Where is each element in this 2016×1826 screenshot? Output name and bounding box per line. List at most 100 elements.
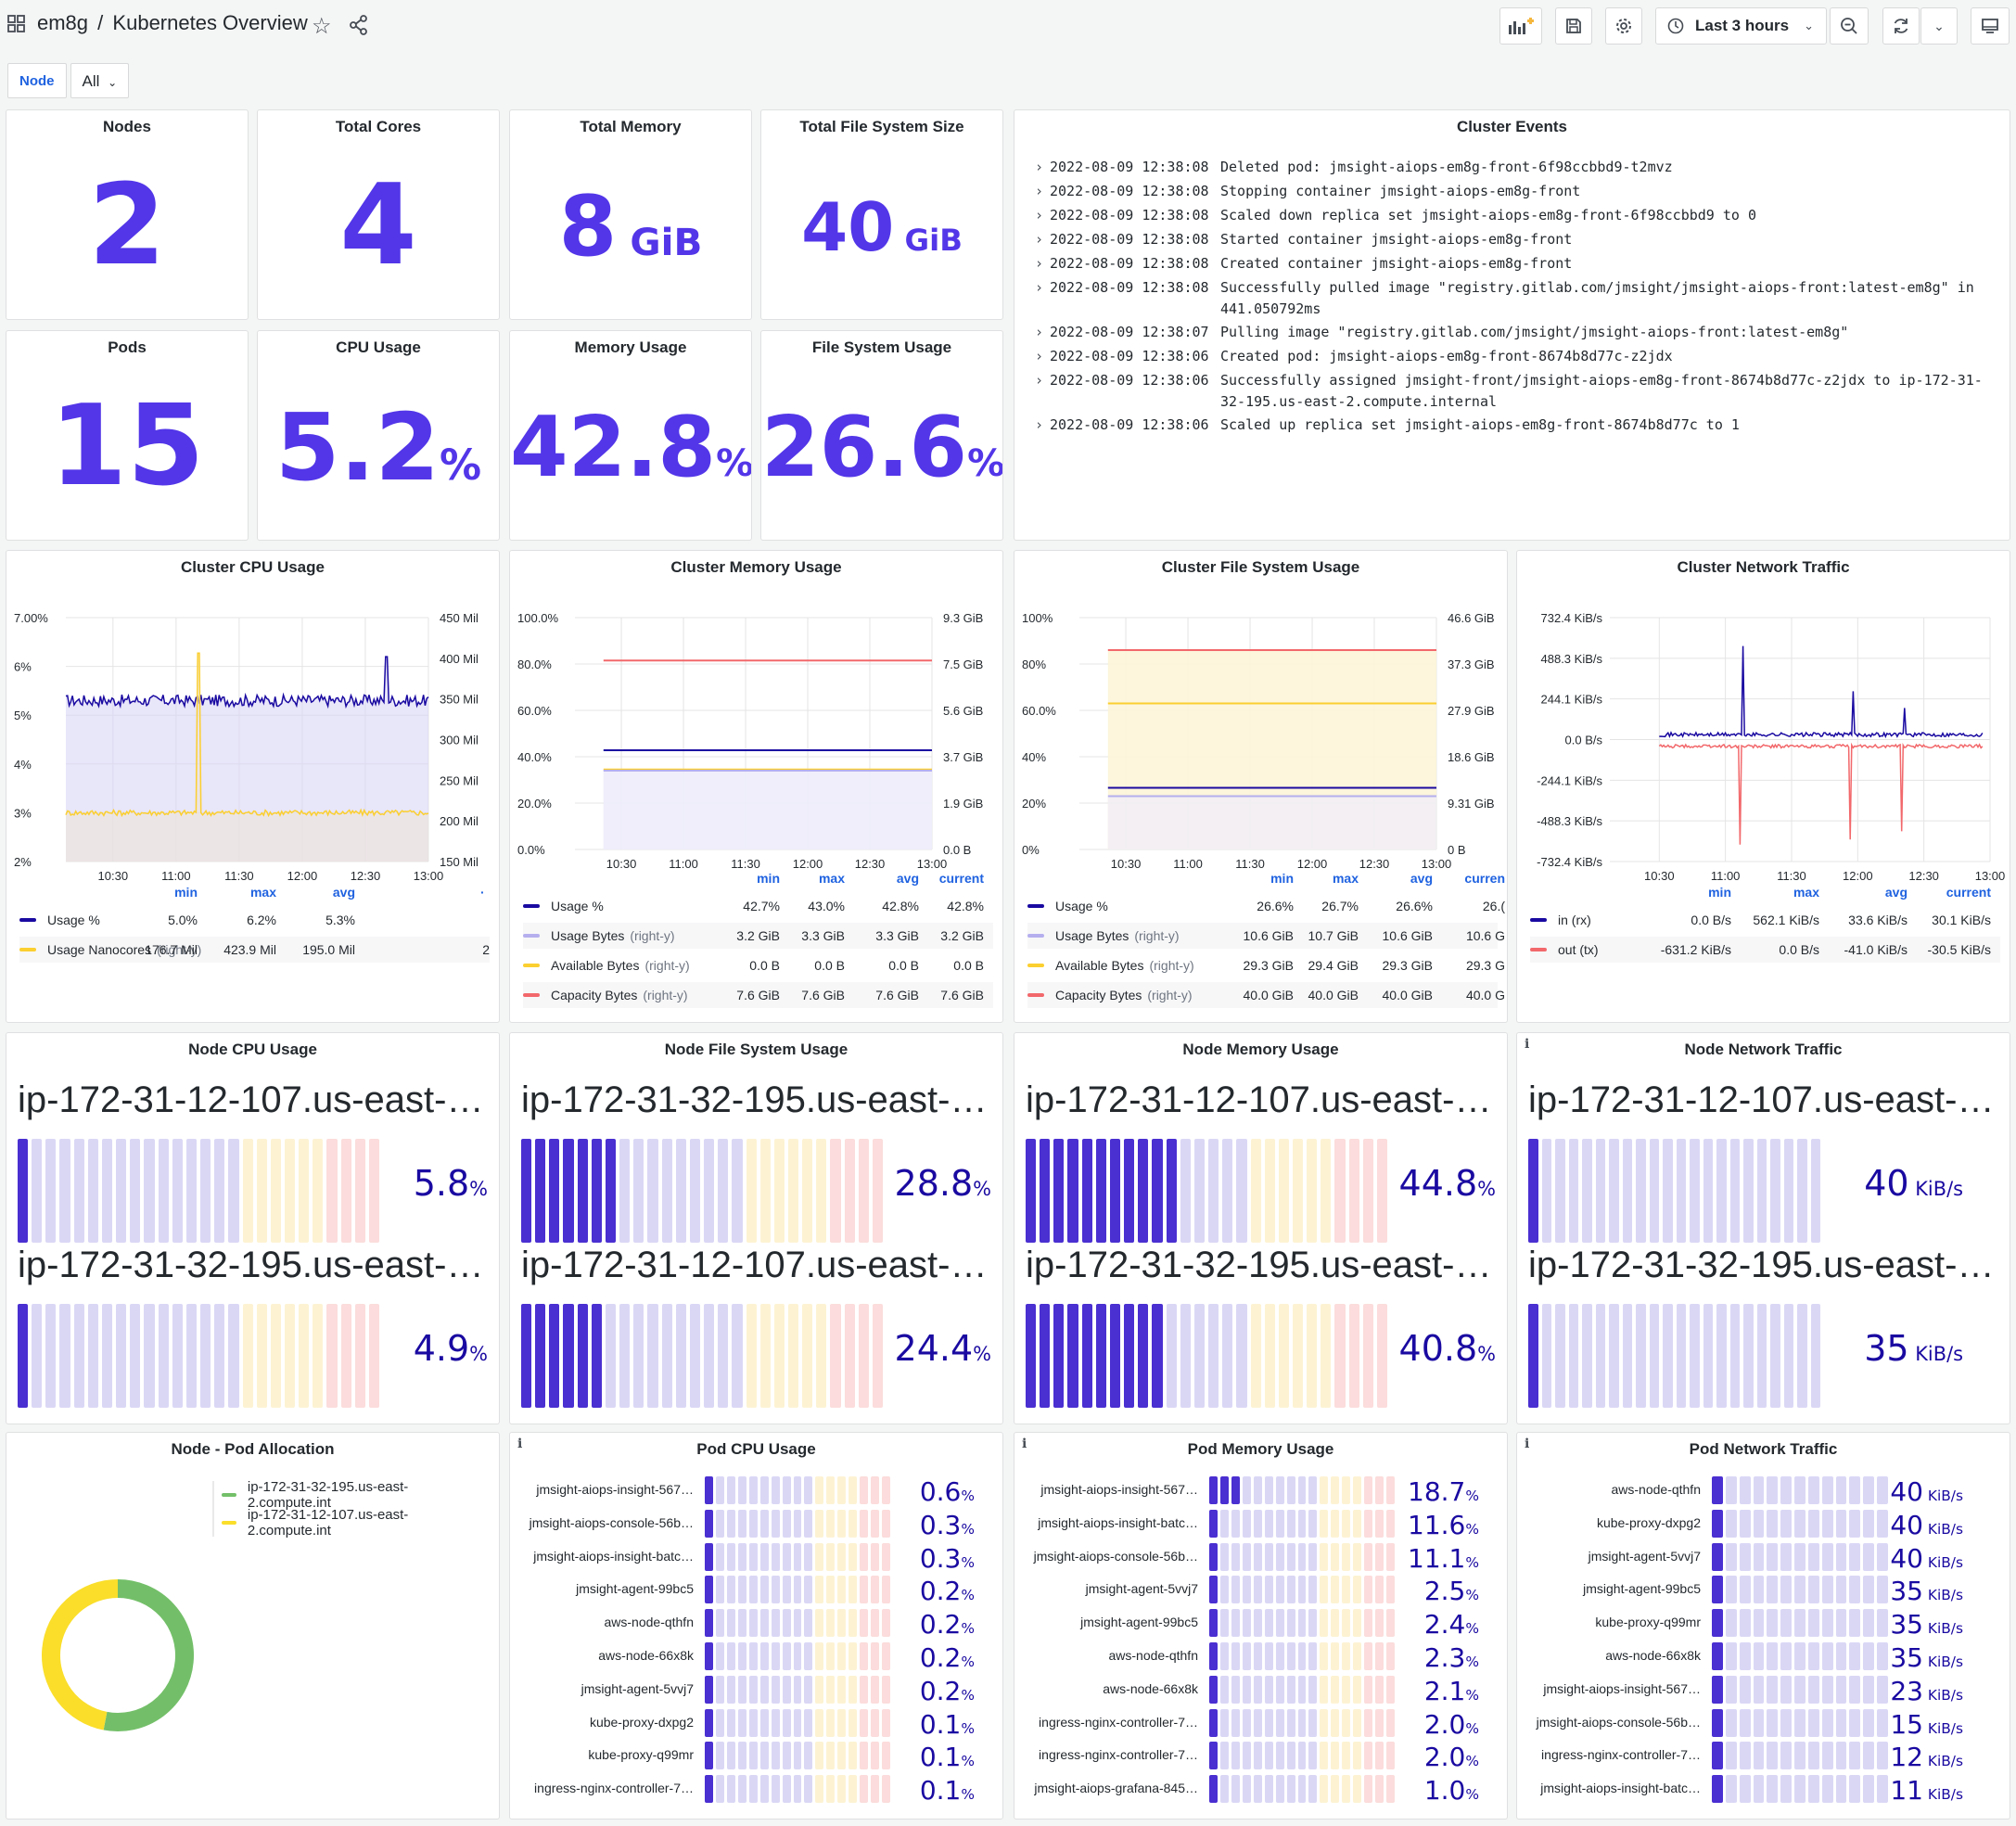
legend-header[interactable]: curren xyxy=(1464,871,1505,886)
settings-button[interactable] xyxy=(1605,7,1642,45)
legend-row[interactable]: Usage % 5.0% 6.2% 5.3% xyxy=(19,907,490,933)
gauge-cell xyxy=(802,1304,813,1408)
chevron-right-icon[interactable]: › xyxy=(1035,183,1044,199)
save-dashboard-button[interactable] xyxy=(1555,7,1592,45)
legend-header[interactable]: min xyxy=(1270,871,1294,886)
legend-row[interactable]: ip-172-31-32-195.us-east-2.compute.int xyxy=(212,1479,490,1511)
legend-axis-note: (right-y) xyxy=(1149,958,1194,973)
breadcrumb-folder[interactable]: em8g xyxy=(37,11,89,34)
gauge-cell xyxy=(200,1304,211,1408)
legend-row[interactable]: Usage Bytes (right-y) 3.2 GiB 3.3 GiB 3.3 Gi… xyxy=(523,923,993,949)
legend-header[interactable]: min xyxy=(1708,885,1731,900)
refresh-interval-dropdown[interactable]: ⌄ xyxy=(1920,7,1958,45)
gauge-cell xyxy=(535,1304,546,1408)
event-row[interactable]: › 2022-08-09 12:38:06 Scaled up replica se… xyxy=(1035,413,1998,437)
chevron-right-icon[interactable]: › xyxy=(1035,255,1044,272)
gauge-cell xyxy=(705,1675,713,1704)
event-row[interactable]: › 2022-08-09 12:38:06 Successfully assigne… xyxy=(1035,368,1998,413)
donut-slice[interactable] xyxy=(42,1579,119,1730)
refresh-button[interactable] xyxy=(1882,7,1920,45)
gauge-cell xyxy=(748,1509,758,1538)
legend-header[interactable]: current xyxy=(938,871,984,886)
gauge-cell xyxy=(1821,1476,1833,1504)
time-range-picker[interactable]: Last 3 hours ⌄ xyxy=(1655,7,1827,45)
legend-row[interactable]: Usage Bytes (right-y) 10.6 GiB 10.7 GiB 10.6… xyxy=(1027,923,1505,949)
event-row[interactable]: › 2022-08-09 12:38:08 Started container jm… xyxy=(1035,227,1998,251)
chart-panel: Cluster CPU Usage 7.00% 6% 5% 4% 3% 2% 450 Mil 4… xyxy=(6,550,500,1023)
event-row[interactable]: › 2022-08-09 12:38:08 Stopping container j… xyxy=(1035,179,1998,203)
zoom-out-button[interactable] xyxy=(1830,7,1869,45)
add-panel-button[interactable] xyxy=(1499,7,1542,45)
legend-header[interactable]: max xyxy=(818,871,845,886)
event-row[interactable]: › 2022-08-09 12:38:07 Pulling image "regis… xyxy=(1035,320,1998,344)
gauge-cell xyxy=(1753,1476,1765,1504)
gauge-cell xyxy=(1877,1675,1888,1704)
legend-header[interactable]: max xyxy=(1793,885,1819,900)
node-variable-select[interactable]: All ⌄ xyxy=(70,63,130,98)
gauge-number: 28.8 xyxy=(894,1163,974,1204)
legend-row[interactable]: ip-172-31-12-107.us-east-2.compute.int xyxy=(212,1507,490,1539)
chevron-right-icon[interactable]: › xyxy=(1035,159,1044,175)
gauge-cell xyxy=(759,1642,769,1670)
gauge-cell xyxy=(882,1576,890,1604)
legend-row[interactable]: in (rx) 0.0 B/s 562.1 KiB/s 33.6 KiB/s 30.1 … xyxy=(1530,907,2000,933)
legend-header[interactable]: avg xyxy=(896,871,919,886)
panel-title: Node Network Traffic xyxy=(1684,1041,1843,1058)
legend-row[interactable]: Usage % 26.6% 26.7% 26.6% 26.( xyxy=(1027,893,1505,919)
legend-row[interactable]: Available Bytes (right-y) 29.3 GiB 29.4 GiB… xyxy=(1027,952,1505,978)
gauge-cell xyxy=(715,1576,724,1604)
legend-header[interactable]: avg xyxy=(332,885,355,900)
legend-header[interactable]: avg xyxy=(1884,885,1908,900)
info-icon[interactable]: i xyxy=(1525,1437,1530,1451)
legend-header[interactable]: max xyxy=(1332,871,1359,886)
legend-row[interactable]: Capacity Bytes (right-y) 7.6 GiB 7.6 GiB 7.6… xyxy=(523,982,993,1008)
event-row[interactable]: › 2022-08-09 12:38:06 Created pod: jmsight… xyxy=(1035,344,1998,368)
dashboard-title[interactable]: Kubernetes Overview xyxy=(112,11,308,34)
apps-grid-icon[interactable] xyxy=(7,15,26,33)
y-right-tick-label: 400 Mil xyxy=(440,652,478,666)
legend-row[interactable]: Capacity Bytes (right-y) 40.0 GiB 40.0 GiB 4… xyxy=(1027,982,1505,1008)
legend-series-name: ip-172-31-12-107.us-east-2.compute.int xyxy=(247,1507,409,1539)
legend-header[interactable]: current xyxy=(1946,885,1991,900)
legend-header[interactable]: max xyxy=(249,885,276,900)
bar-gauge xyxy=(1026,1139,1388,1243)
gauge-cell xyxy=(849,1708,858,1737)
gauge-value: 35 KiB/s xyxy=(1890,1609,1963,1640)
view-mode-button[interactable] xyxy=(1971,7,2010,45)
chevron-right-icon[interactable]: › xyxy=(1035,231,1044,248)
event-row[interactable]: › 2022-08-09 12:38:08 Successfully pulled … xyxy=(1035,275,1998,320)
legend-value: 29.4 GiB xyxy=(1308,958,1359,973)
legend-row[interactable]: Usage Nanocores (right-y) 176.7 Mil 423.9 M… xyxy=(19,937,490,963)
info-icon[interactable]: i xyxy=(517,1437,523,1451)
event-row[interactable]: › 2022-08-09 12:38:08 Scaled down replica … xyxy=(1035,203,1998,227)
info-icon[interactable]: i xyxy=(1022,1437,1027,1451)
donut-slice[interactable] xyxy=(103,1579,194,1731)
legend-row[interactable]: out (tx) -631.2 KiB/s 0.0 B/s -41.0 KiB/s -3… xyxy=(1530,937,2000,963)
chevron-right-icon[interactable]: › xyxy=(1035,416,1044,433)
chevron-right-icon[interactable]: › xyxy=(1035,348,1044,364)
gauge-cell xyxy=(1353,1509,1362,1538)
chevron-right-icon[interactable]: › xyxy=(1035,372,1044,389)
gauge-cell xyxy=(1780,1542,1793,1571)
gauge-cell xyxy=(871,1609,879,1638)
gauge-cell xyxy=(882,1476,890,1504)
event-row[interactable]: › 2022-08-09 12:38:08 Created container jm… xyxy=(1035,251,1998,275)
node-name: ip-172-31-12-107.us-east-… xyxy=(1026,1079,1492,1120)
legend-header[interactable]: min xyxy=(757,871,780,886)
legend-row[interactable]: Available Bytes (right-y) 0.0 B 0.0 B 0.0 B 0… xyxy=(523,952,993,978)
legend-row[interactable]: Usage % 42.7% 43.0% 42.8% 42.8% xyxy=(523,893,993,919)
chevron-right-icon[interactable]: › xyxy=(1035,324,1044,340)
info-icon[interactable]: i xyxy=(1525,1037,1530,1052)
gauge-cell xyxy=(1320,1609,1329,1638)
chevron-right-icon[interactable]: › xyxy=(1035,207,1044,223)
share-icon[interactable] xyxy=(349,15,369,35)
pod-row: aws-node-qthfn 2.3% xyxy=(1014,1640,1507,1673)
gauge-cell xyxy=(1040,1304,1051,1408)
star-icon[interactable]: ☆ xyxy=(312,14,332,39)
gauge-cell xyxy=(313,1304,324,1408)
legend-header[interactable]: avg xyxy=(1410,871,1433,886)
event-row[interactable]: › 2022-08-09 12:38:08 Deleted pod: jmsight… xyxy=(1035,155,1998,179)
gauge-number: 23 xyxy=(1890,1675,1923,1706)
chevron-right-icon[interactable]: › xyxy=(1035,279,1044,296)
legend-header[interactable]: min xyxy=(174,885,198,900)
